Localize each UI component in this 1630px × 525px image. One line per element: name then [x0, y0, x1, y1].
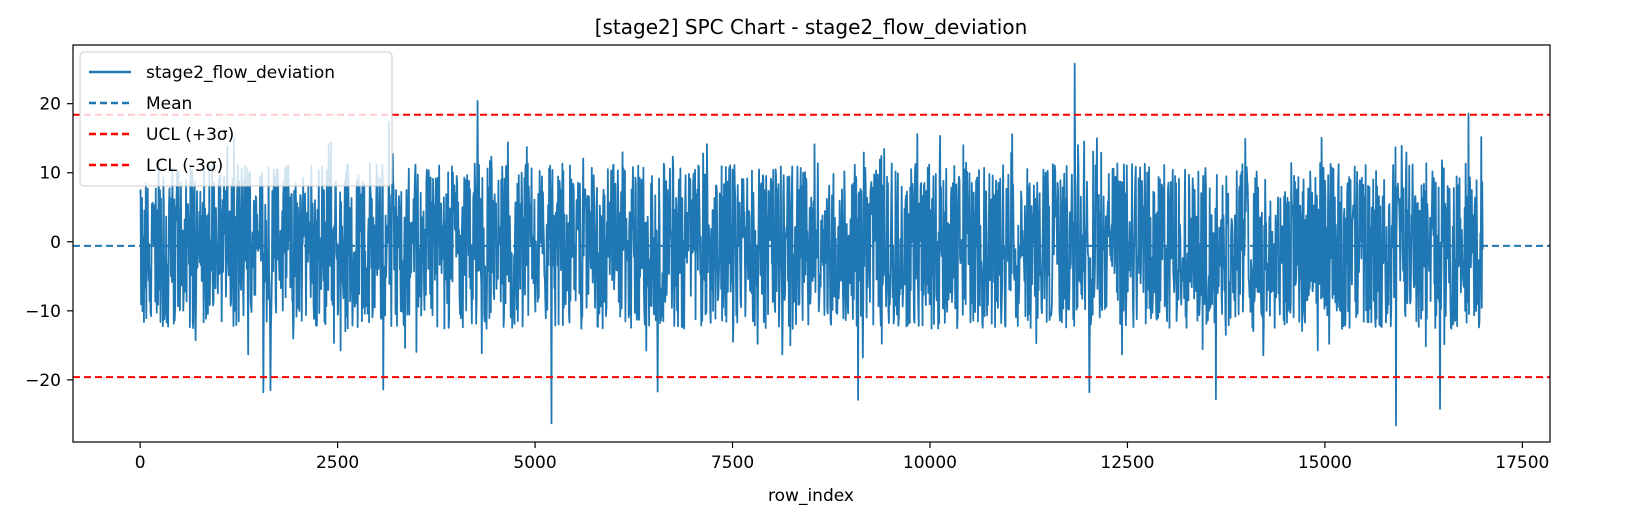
y-tick-label: 10 — [39, 164, 61, 184]
x-tick-label: 5000 — [513, 453, 556, 473]
y-tick-label: 20 — [39, 95, 61, 115]
legend-item-mean: Mean — [146, 94, 192, 114]
x-axis-label: row_index — [768, 486, 854, 506]
chart-title: [stage2] SPC Chart - stage2_flow_deviati… — [595, 15, 1028, 39]
y-tick-label: −10 — [25, 302, 61, 322]
legend-item-stage2-flow-deviation: stage2_flow_deviation — [146, 63, 335, 83]
x-axis: 0 2500 5000 7500 10000 12500 15000 17500 — [135, 442, 1549, 473]
x-tick-label: 0 — [135, 453, 146, 473]
y-axis: −20 −10 0 10 20 — [25, 95, 73, 391]
legend: stage2_flow_deviation Mean UCL (+3σ) LCL (-… — [79, 51, 393, 187]
x-tick-label: 17500 — [1495, 453, 1549, 473]
x-tick-label: 15000 — [1298, 453, 1352, 473]
plot-frame — [72, 44, 1551, 443]
legend-item-ucl: UCL (+3σ) — [146, 125, 234, 145]
series-line-stage2-flow-deviation — [139, 62, 1484, 427]
y-tick-label: 0 — [50, 233, 61, 253]
legend-box — [79, 51, 393, 187]
x-tick-label: 7500 — [711, 453, 754, 473]
x-tick-label: 2500 — [316, 453, 359, 473]
x-tick-label: 10000 — [903, 453, 957, 473]
y-tick-label: −20 — [25, 371, 61, 391]
legend-item-lcl: LCL (-3σ) — [146, 156, 223, 176]
x-tick-label: 12500 — [1100, 453, 1154, 473]
